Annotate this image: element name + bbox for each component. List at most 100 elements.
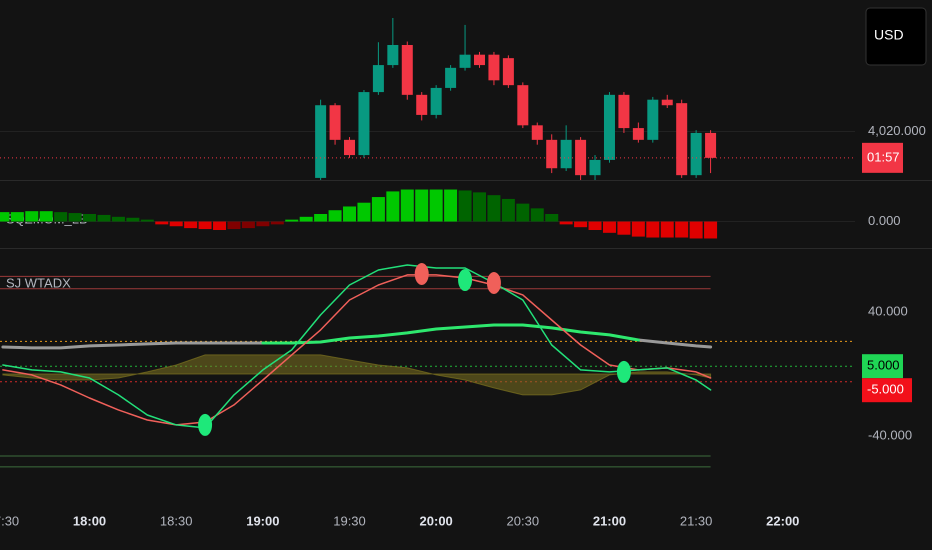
signal-dot [414,263,429,286]
candle-body [632,128,644,140]
candle-body [488,54,500,81]
y-tick-label: -40.000 [868,427,912,442]
level-tag [862,354,903,379]
x-tick-label: 20:00 [420,513,453,528]
histogram-bar [0,212,10,222]
histogram-bar [25,211,39,222]
level-tag [862,378,912,403]
candle-body [315,105,327,178]
histogram-bar [314,214,328,222]
candle-body [560,139,572,169]
countdown-tag [862,142,903,173]
histogram-bar [126,217,140,222]
x-tick-label: 18:30 [160,513,193,528]
candle-body [517,85,529,126]
signal-dot [486,272,501,294]
line [2,274,712,426]
signal-dot [198,413,213,436]
histogram-bar [631,221,645,237]
histogram-bar [472,192,486,222]
histogram-bar [545,214,559,222]
histogram-bar [400,189,414,222]
histogram-bar [357,202,371,222]
x-tick-label: 21:30 [680,513,713,528]
x-tick-label: 19:30 [333,513,366,528]
histogram-bar [83,214,97,222]
line [1,338,713,350]
histogram-bar [213,221,227,230]
candle-body [329,105,341,140]
histogram-bar [559,221,573,225]
candle-body [473,54,485,66]
histogram-bar [530,208,544,222]
histogram-bar [140,219,154,222]
candle-body [401,45,413,95]
histogram-bar [429,189,443,222]
x-tick-label: 18:00 [73,513,106,528]
candle-body [546,139,558,169]
histogram-bar [660,221,674,238]
histogram-bar [617,221,631,235]
candle-body [445,67,457,88]
x-tick-label: 20:30 [507,513,540,528]
candle-body [676,103,688,176]
level-tag-label: 5.000 [867,358,900,373]
histogram-bar [487,195,501,222]
candle-body [618,94,630,129]
histogram-bar [241,221,255,229]
currency-button[interactable] [865,7,927,66]
histogram-bar [97,214,111,222]
candle-body [705,132,717,158]
y-tick-label: 0.000 [868,213,901,228]
histogram-bar [270,221,284,225]
histogram-bar [256,221,270,227]
histogram-bar [285,219,299,222]
pane-title: SJ WTADX [6,275,71,290]
histogram-bar [343,206,357,222]
histogram-bar [415,189,429,222]
area [2,354,712,396]
histogram-bar [689,221,703,239]
candle-body [344,139,356,156]
histogram-bar [516,203,530,222]
histogram-bar [10,212,24,222]
histogram-bar [299,216,313,222]
candle-body [589,159,601,176]
currency-label: USD [874,27,904,43]
histogram-bar [386,191,400,222]
candle-body [358,92,370,156]
histogram-bar [184,221,198,229]
candle-body [430,87,442,115]
y-tick-label: 4,020.000 [868,123,926,138]
y-tick-label: 40.000 [868,303,908,318]
candle-body [459,54,471,68]
x-tick-label: 19:00 [246,513,279,528]
candle-body [647,99,659,140]
candle-body [502,58,514,86]
histogram-bar [111,216,125,222]
histogram-bar [602,221,616,233]
x-tick-label: 21:00 [593,513,626,528]
histogram-bar [155,221,169,225]
candle-body [603,94,615,160]
histogram-bar [458,190,472,222]
candle-body [661,99,673,106]
histogram-bar [646,221,660,238]
candle-body [531,125,543,140]
histogram-bar [675,221,689,238]
histogram-bar [444,189,458,222]
histogram-bar [574,221,588,228]
histogram-bar [704,221,718,239]
countdown: 01:57 [867,149,900,164]
histogram-bar [501,198,515,222]
histogram-bar [227,221,241,230]
x-tick-label: 22:00 [766,513,799,528]
histogram-bar [588,221,602,230]
histogram-bar [328,210,342,222]
level-tag-label: -5.000 [867,382,904,397]
signal-dot [616,360,631,383]
candle-body [416,94,428,115]
candle-body [387,45,399,66]
candle-body [372,65,384,93]
